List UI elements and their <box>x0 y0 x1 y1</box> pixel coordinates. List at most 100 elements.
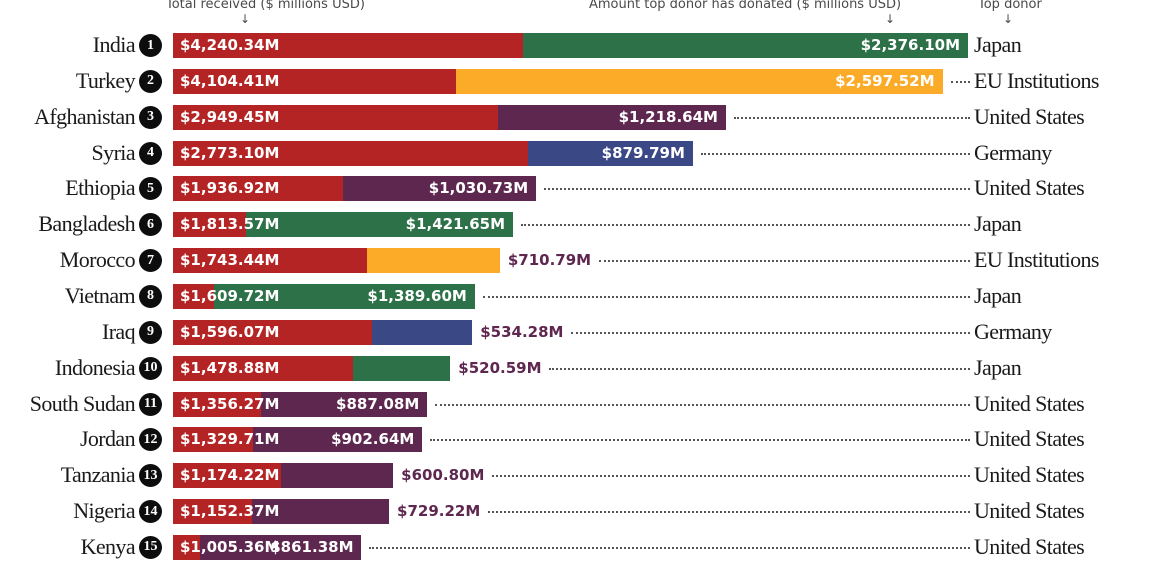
total-value-label: $1,743.44M <box>180 251 280 270</box>
top-donor-label: United States <box>974 426 1085 452</box>
donor-value-label: $2,376.10M <box>860 36 960 54</box>
rank-badge: 6 <box>139 213 162 237</box>
bar-top-donor <box>214 283 475 309</box>
leader-dots <box>435 403 970 406</box>
header-top-donor-label: Top donor <box>978 0 1042 12</box>
rank-badge: 1 <box>139 34 162 57</box>
top-donor-label: Germany <box>974 318 1052 344</box>
rank-badge: 5 <box>139 177 162 201</box>
bar-top-donor <box>199 534 362 560</box>
leader-dots <box>700 152 970 155</box>
total-value-label: $4,240.34M <box>180 36 280 54</box>
donor-value-label: $710.79M <box>507 251 592 270</box>
top-donor-label: Japan <box>974 211 1022 237</box>
top-donor-label: EU Institutions <box>974 67 1099 93</box>
bar-top-donor <box>366 248 500 274</box>
country-label: Ethiopia <box>65 175 135 201</box>
header-donor-amount: Amount top donor has donated ($ millions… <box>589 0 902 26</box>
donor-value-label: $1,421.65M <box>405 215 506 234</box>
donor-value-label: $902.64M <box>331 430 415 449</box>
top-donor-label: Japan <box>974 32 1022 57</box>
donor-value-label: $534.28M <box>480 322 564 341</box>
country-label: Kenya <box>80 533 136 559</box>
country-label: Bangladesh <box>38 211 135 237</box>
bar-top-donor <box>527 140 693 166</box>
top-donor-label: United States <box>974 103 1085 129</box>
country-label: Morocco <box>59 247 136 273</box>
arrow-down-icon: ↓ <box>240 12 251 26</box>
total-value-label: $2,949.45M <box>180 107 280 126</box>
bar-top-donor <box>522 33 968 58</box>
top-donor-label: United States <box>974 462 1085 488</box>
top-donor-label: United States <box>974 175 1085 201</box>
country-label: India <box>92 32 136 57</box>
bar-top-donor <box>342 176 537 202</box>
bar-top-donor <box>455 68 943 94</box>
arrow-down-icon: ↓ <box>885 12 896 26</box>
rank-badge: 2 <box>139 69 162 93</box>
rank-badge: 11 <box>139 392 162 416</box>
country-label: Afghanistan <box>34 103 136 129</box>
donor-value-label: $520.59M <box>458 358 542 377</box>
top-donor-label: United States <box>974 533 1085 559</box>
leader-dots <box>544 188 970 191</box>
rank-badge: 8 <box>139 284 162 308</box>
donor-value-label: $1,389.60M <box>367 286 467 305</box>
total-value-label: $1,936.92M <box>180 179 280 198</box>
country-label: Vietnam <box>64 282 136 308</box>
top-donor-label: United States <box>974 390 1085 416</box>
country-label: Nigeria <box>73 498 135 524</box>
leader-dots <box>571 331 970 334</box>
header-total-received: Total received ($ millions USD) ↓ <box>166 0 365 26</box>
bar-top-donor <box>260 391 428 417</box>
total-value-label: $1,005.36M <box>180 537 280 556</box>
donor-value-label: $1,030.73M <box>428 179 529 198</box>
bar-top-donor <box>252 499 390 525</box>
country-label: Jordan <box>79 426 136 452</box>
leader-dots <box>598 260 970 263</box>
bar-top-donor <box>352 355 451 381</box>
leader-dots <box>950 80 970 83</box>
leader-dots <box>733 116 970 119</box>
total-value-label: $1,356.27M <box>180 394 280 413</box>
leader-dots <box>521 224 970 227</box>
bar-top-donor <box>280 463 394 489</box>
rank-badge: 10 <box>139 356 162 380</box>
header-top-donor: Top donor ↓ <box>978 0 1042 26</box>
top-donor-label: EU Institutions <box>974 247 1099 273</box>
bar-top-donor <box>253 427 423 453</box>
country-label: Syria <box>91 139 136 165</box>
leader-dots <box>369 546 970 549</box>
bar-top-donor <box>372 319 473 345</box>
country-label: Indonesia <box>54 354 136 380</box>
header-donor-amount-label: Amount top donor has donated ($ millions… <box>589 0 902 12</box>
leader-dots <box>488 511 970 514</box>
leader-dots <box>549 367 970 370</box>
donor-value-label: $729.22M <box>397 502 481 521</box>
leader-dots <box>492 475 970 478</box>
country-label: South Sudan <box>29 390 136 416</box>
total-value-label: $1,609.72M <box>180 286 280 305</box>
bar-top-donor <box>246 212 513 238</box>
country-label: Iraq <box>101 318 136 344</box>
donor-value-label: $2,597.52M <box>835 71 935 90</box>
total-value-label: $4,104.41M <box>180 71 280 90</box>
top-donor-label: Japan <box>974 282 1022 308</box>
country-label: Turkey <box>75 67 136 93</box>
donor-value-label: $887.08M <box>336 394 420 413</box>
rank-badge: 4 <box>139 141 162 165</box>
bar-top-donor <box>497 104 726 130</box>
country-label: Tanzania <box>60 462 136 488</box>
header-total-received-label: Total received ($ millions USD) <box>166 0 365 12</box>
rank-badge: 13 <box>139 464 162 488</box>
leader-dots <box>482 295 970 298</box>
total-value-label: $1,329.71M <box>180 430 280 449</box>
rank-badge: 7 <box>139 249 162 273</box>
total-value-label: $2,773.10M <box>180 143 280 162</box>
total-value-label: $1,478.88M <box>180 358 280 377</box>
rank-badge: 15 <box>139 535 162 559</box>
top-donor-label: Germany <box>974 139 1052 165</box>
donor-value-label: $600.80M <box>401 466 485 485</box>
arrow-down-icon: ↓ <box>1003 12 1014 26</box>
